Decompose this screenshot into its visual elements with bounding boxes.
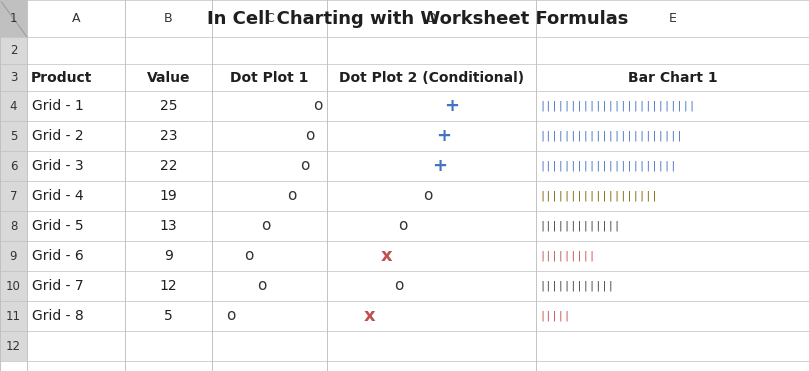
Text: Grid - 4: Grid - 4	[32, 189, 83, 203]
Bar	[0, 301, 27, 331]
Text: Grid - 2: Grid - 2	[32, 129, 83, 143]
Text: |||||||||||||||||||: |||||||||||||||||||	[539, 191, 658, 201]
Text: Product: Product	[31, 70, 92, 85]
Text: 3: 3	[10, 71, 17, 84]
Text: 9: 9	[164, 249, 173, 263]
Text: Dot Plot 2 (Conditional): Dot Plot 2 (Conditional)	[339, 70, 524, 85]
Text: Grid - 5: Grid - 5	[32, 219, 83, 233]
Text: Grid - 1: Grid - 1	[32, 99, 84, 113]
Text: 1: 1	[10, 12, 17, 25]
Bar	[0, 0, 27, 37]
Text: Grid - 3: Grid - 3	[32, 159, 83, 173]
Text: 23: 23	[159, 129, 177, 143]
Text: o: o	[314, 98, 323, 114]
Text: 12: 12	[159, 279, 177, 293]
Text: 5: 5	[10, 129, 17, 142]
Bar	[0, 121, 27, 151]
Bar	[0, 241, 27, 271]
Text: +: +	[432, 157, 447, 175]
Text: 13: 13	[159, 219, 177, 233]
Text: |||||||||||||: |||||||||||||	[539, 221, 621, 231]
Bar	[0, 331, 27, 361]
Text: 10: 10	[6, 279, 21, 292]
Text: Value: Value	[146, 70, 190, 85]
Text: o: o	[394, 279, 404, 293]
Text: A: A	[72, 12, 80, 25]
Text: 19: 19	[159, 189, 177, 203]
Bar	[0, 151, 27, 181]
Text: 22: 22	[159, 159, 177, 173]
Bar	[0, 0, 27, 37]
Text: +: +	[444, 97, 460, 115]
Text: o: o	[227, 309, 235, 324]
Text: Dot Plot 1: Dot Plot 1	[231, 70, 309, 85]
Text: 11: 11	[6, 309, 21, 322]
Text: 6: 6	[10, 160, 17, 173]
Text: C: C	[265, 12, 274, 25]
Text: Bar Chart 1: Bar Chart 1	[628, 70, 718, 85]
Text: o: o	[244, 249, 253, 263]
Text: B: B	[164, 12, 173, 25]
Text: 2: 2	[10, 44, 17, 57]
Text: +: +	[436, 127, 451, 145]
Text: 8: 8	[10, 220, 17, 233]
Text: |||||: |||||	[539, 311, 570, 321]
Text: o: o	[305, 128, 314, 144]
Text: x: x	[364, 307, 376, 325]
Text: E: E	[668, 12, 676, 25]
Text: ||||||||||||: ||||||||||||	[539, 281, 614, 291]
Bar	[0, 271, 27, 301]
Bar	[0, 91, 27, 121]
Text: 9: 9	[10, 250, 17, 263]
Bar	[0, 181, 27, 211]
Text: Grid - 8: Grid - 8	[32, 309, 84, 323]
Text: ||||||||||||||||||||||: ||||||||||||||||||||||	[539, 161, 676, 171]
Text: o: o	[287, 188, 297, 204]
Text: o: o	[257, 279, 266, 293]
Text: 25: 25	[159, 99, 177, 113]
Text: D: D	[426, 12, 436, 25]
Text: o: o	[398, 219, 408, 233]
Text: 7: 7	[10, 190, 17, 203]
Text: 4: 4	[10, 99, 17, 112]
Bar	[0, 64, 27, 91]
Bar	[0, 211, 27, 241]
Text: x: x	[380, 247, 392, 265]
Text: Grid - 7: Grid - 7	[32, 279, 83, 293]
Text: In Cell Charting with Worksheet Formulas: In Cell Charting with Worksheet Formulas	[207, 10, 629, 27]
Text: |||||||||||||||||||||||||: |||||||||||||||||||||||||	[539, 101, 695, 111]
Text: o: o	[261, 219, 271, 233]
Text: o: o	[423, 188, 432, 204]
Text: 12: 12	[6, 339, 21, 352]
Text: |||||||||||||||||||||||: |||||||||||||||||||||||	[539, 131, 683, 141]
Text: |||||||||: |||||||||	[539, 251, 595, 261]
Bar	[0, 37, 27, 64]
Text: 5: 5	[164, 309, 173, 323]
Text: o: o	[301, 158, 310, 174]
Text: Grid - 6: Grid - 6	[32, 249, 84, 263]
